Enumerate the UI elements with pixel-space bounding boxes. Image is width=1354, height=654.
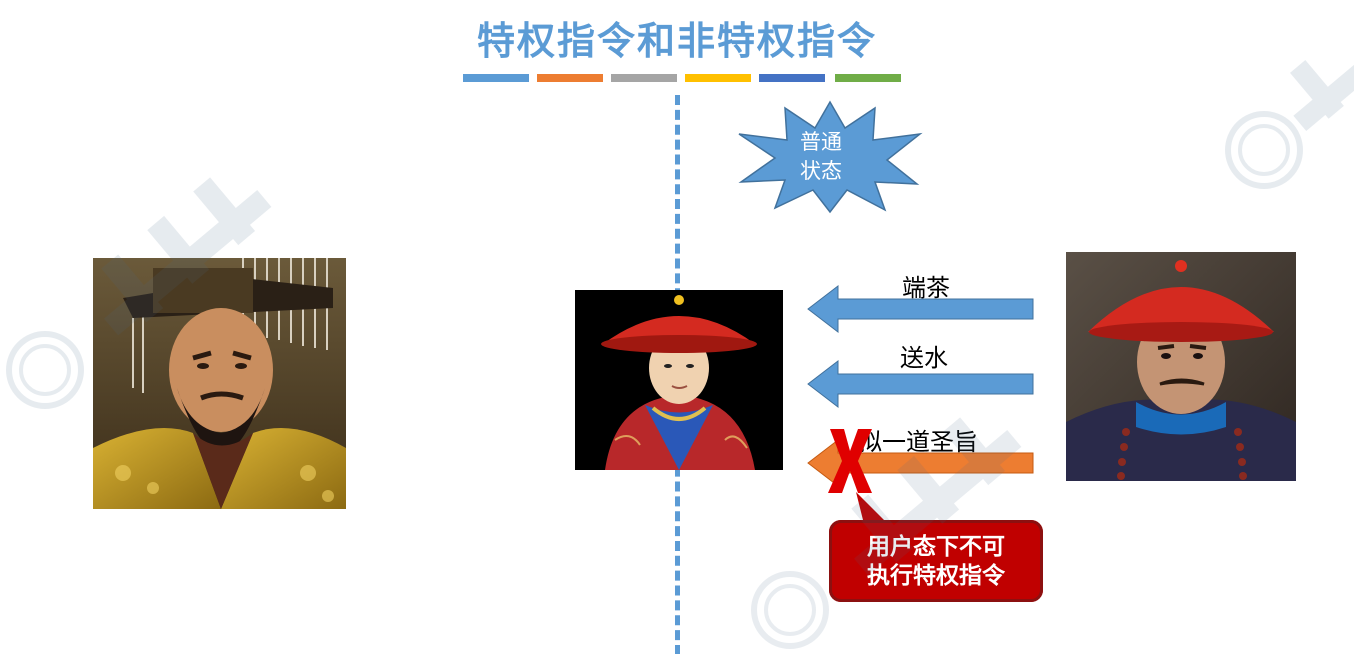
warning-line1: 用户态下不可 xyxy=(867,534,1005,560)
official-portrait xyxy=(1066,252,1296,481)
color-bar xyxy=(759,74,825,82)
emperor-portrait xyxy=(93,258,346,509)
request-arrows xyxy=(807,284,1034,488)
emperor-portrait-icon xyxy=(93,258,346,509)
eunuch-portrait xyxy=(575,290,783,470)
slide-title: 特权指令和非特权指令 xyxy=(476,19,877,63)
color-bar xyxy=(611,74,677,82)
request-label-edict: 拟一道圣旨 xyxy=(858,428,978,456)
official-portrait-icon xyxy=(1066,252,1296,481)
request-label-tea: 端茶 xyxy=(902,274,950,302)
color-bar xyxy=(685,74,751,82)
watermark-logo xyxy=(751,417,1022,649)
warning-callout xyxy=(829,520,1043,602)
color-bar xyxy=(463,74,529,82)
eunuch-portrait-icon xyxy=(575,290,783,470)
state-badge-line1: 普通 xyxy=(800,130,842,154)
color-bar xyxy=(537,74,603,82)
warning-callout-text: 用户态下不可 执行特权指令 xyxy=(829,533,1043,591)
warning-line2: 执行特权指令 xyxy=(867,563,1005,589)
state-badge-label: 普通 状态 xyxy=(779,128,863,186)
state-badge-line2: 状态 xyxy=(800,159,842,183)
request-label-water: 送水 xyxy=(900,344,948,372)
color-bar xyxy=(835,74,901,82)
